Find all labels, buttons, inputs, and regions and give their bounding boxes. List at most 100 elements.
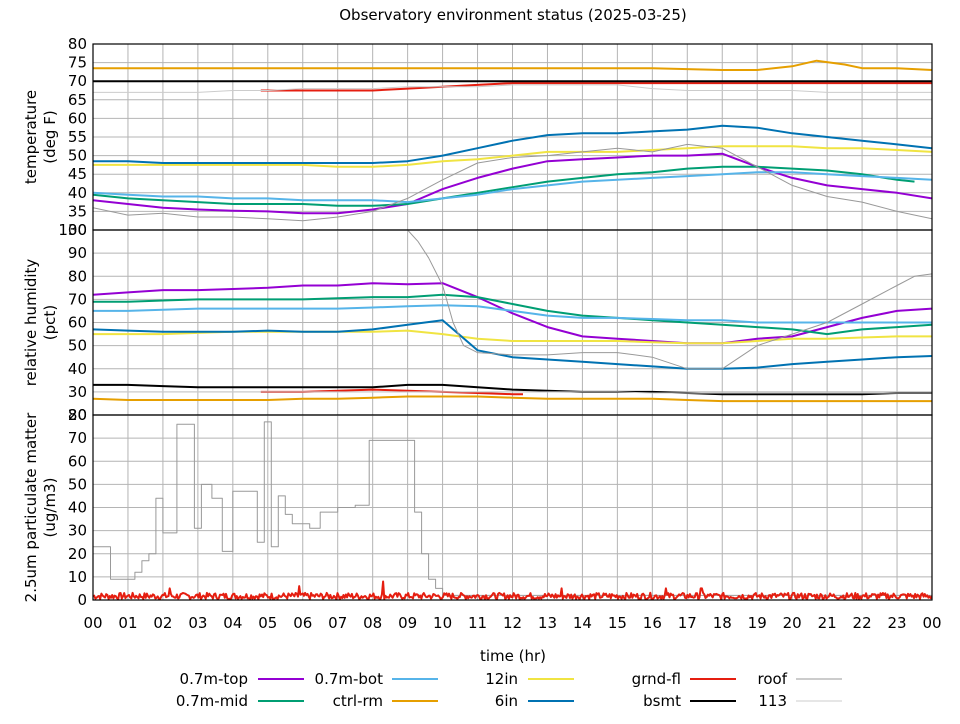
y-tick-label: 20: [68, 545, 87, 563]
x-tick-label: 08: [363, 614, 382, 632]
series-line-0.7m-bot: [93, 304, 932, 324]
y-tick-label: 50: [68, 475, 87, 493]
x-tick-label: 16: [643, 614, 662, 632]
legend-item-6in: 6in: [495, 692, 574, 710]
y-tick-label: 50: [68, 337, 87, 355]
x-axis-ticks: 00 01 02 03 04 05 06 07 08 09 10 11 12 13 14 15 16 17 18 19…: [83, 614, 941, 632]
x-tick-label: 23: [887, 614, 906, 632]
x-tick-label: 01: [118, 614, 137, 632]
legend-label: 0.7m-mid: [176, 692, 248, 710]
x-tick-label: 05: [258, 614, 277, 632]
y-axis-label: temperature: [22, 90, 40, 184]
series-line-0.7m-top: [93, 282, 932, 345]
y-axis-label: 2.5um particulate matter: [22, 412, 40, 602]
series-group: [93, 59, 932, 222]
series-line-12in: [93, 145, 932, 168]
legend-item-roof: roof: [758, 670, 842, 688]
x-tick-label: 18: [713, 614, 732, 632]
y-tick-label: 90: [68, 244, 87, 262]
x-tick-label: 20: [783, 614, 802, 632]
y-tick-label: 50: [68, 147, 87, 165]
legend-item-0.7m-mid: 0.7m-mid: [176, 692, 304, 710]
legend-label: 12in: [485, 670, 518, 688]
y-axis-label: (ug/m3): [41, 478, 59, 538]
y-tick-label: 20: [68, 406, 87, 424]
series-line-113: [93, 391, 932, 394]
series-line-roof: [93, 143, 932, 222]
legend-label: bsmt: [643, 692, 681, 710]
legend-label: 0.7m-bot: [315, 670, 384, 688]
legend-label: roof: [758, 670, 788, 688]
series-line-113: [93, 84, 932, 93]
y-tick-label: 60: [68, 452, 87, 470]
y-axis-label: (pct): [41, 305, 59, 340]
y-tick-label: 35: [68, 202, 87, 220]
legend-item-bsmt: bsmt: [643, 692, 736, 710]
y-axis-label: (deg F): [41, 110, 59, 163]
y-tick-label: 55: [68, 128, 87, 146]
series-line-0.7m-mid: [93, 165, 915, 207]
legend-label: 113: [758, 692, 787, 710]
x-tick-label: 00: [83, 614, 102, 632]
legend-item-ctrl-rm: ctrl-rm: [333, 692, 438, 710]
x-axis-label: time (hr): [480, 647, 546, 665]
y-tick-label: 75: [68, 54, 87, 72]
series-line-0.7m-top: [93, 152, 932, 215]
x-tick-label: 11: [468, 614, 487, 632]
panel-3: 0 10 20 30 40 50 60 70 80 2.5um particulate matte…: [22, 406, 933, 609]
series-line-roof: [93, 421, 932, 596]
x-tick-label: 07: [328, 614, 347, 632]
panel-2: 20 30 40 50 60 70 80 90 100 relative humidity (pct…: [22, 221, 933, 424]
series-group: [93, 421, 932, 600]
y-tick-label: 80: [68, 406, 87, 424]
y-tick-label: 80: [68, 267, 87, 285]
series-line-roof: [407, 230, 932, 370]
legend-label: 6in: [495, 692, 518, 710]
y-tick-label: 30: [68, 522, 87, 540]
x-tick-label: 09: [398, 614, 417, 632]
y-tick-label: 60: [68, 314, 87, 332]
y-tick-label: 30: [68, 221, 87, 239]
series-line-ctrl-rm: [93, 395, 932, 403]
x-tick-label: 13: [538, 614, 557, 632]
series-line-ctrl-rm: [93, 59, 932, 71]
legend-item-0.7m-bot: 0.7m-bot: [315, 670, 438, 688]
x-tick-label: 17: [678, 614, 697, 632]
series-line-bsmt: [93, 383, 932, 396]
y-axis-label: relative humidity: [22, 259, 40, 387]
y-tick-label: 40: [68, 499, 87, 517]
x-tick-label: 15: [608, 614, 627, 632]
chart-title: Observatory environment status (2025-03-…: [339, 6, 687, 24]
x-tick-label: 00: [922, 614, 941, 632]
series-line-0.7m-mid: [93, 293, 932, 336]
y-tick-label: 40: [68, 184, 87, 202]
y-tick-label: 80: [68, 35, 87, 53]
y-tick-label: 0: [77, 591, 87, 609]
y-tick-label: 70: [68, 72, 87, 90]
legend-item-113: 113: [758, 692, 842, 710]
x-tick-label: 10: [433, 614, 452, 632]
legend-label: grnd-fl: [632, 670, 681, 688]
series-line-grnd-fl: [260, 82, 932, 92]
y-tick-label: 30: [68, 383, 87, 401]
x-tick-label: 14: [573, 614, 592, 632]
legend-label: ctrl-rm: [333, 692, 383, 710]
series-line-grnd-fl: [93, 580, 932, 600]
y-tick-label: 60: [68, 109, 87, 127]
y-tick-label: 65: [68, 91, 87, 109]
y-tick-label: 70: [68, 290, 87, 308]
series-line-6in: [93, 124, 932, 164]
x-tick-label: 04: [223, 614, 242, 632]
legend-item-grnd-fl: grnd-fl: [632, 670, 736, 688]
x-tick-label: 21: [818, 614, 837, 632]
series-line-0.7m-bot: [93, 171, 932, 204]
legend-item-0.7m-top: 0.7m-top: [180, 670, 304, 688]
legend-label: 0.7m-top: [180, 670, 248, 688]
panel-frame: [92, 414, 933, 601]
series-line-6in: [93, 319, 932, 370]
y-tick-label: 70: [68, 429, 87, 447]
y-tick-label: 40: [68, 360, 87, 378]
